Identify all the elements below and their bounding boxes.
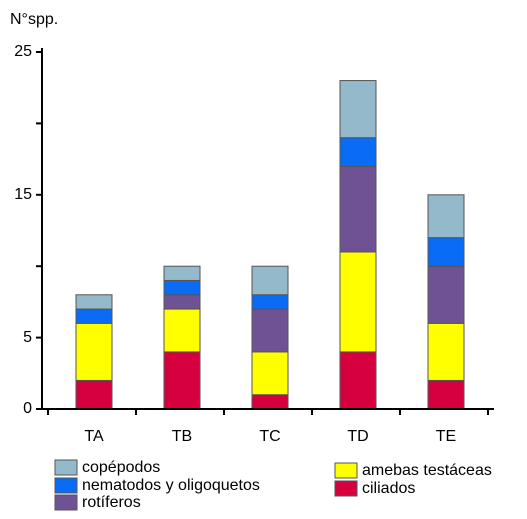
x-tick-label: TC [259, 428, 280, 445]
bar-segment [251, 351, 289, 396]
legend-label: amebas testáceas [362, 462, 492, 479]
bar-segment [427, 265, 465, 324]
y-tick-label: 25 [14, 43, 32, 60]
legend-label: copépodos [82, 459, 160, 476]
y-tick-label: 0 [23, 400, 32, 417]
bar-segment [163, 351, 201, 410]
bar-segment [75, 294, 113, 310]
legend-swatch [334, 480, 358, 497]
legend-swatch [54, 477, 78, 494]
bar-segment [427, 194, 465, 239]
legend-swatch [334, 462, 358, 479]
bar-segment [251, 265, 289, 296]
y-tick-label: 15 [14, 186, 32, 203]
legend-swatch [54, 459, 78, 476]
bar-segment [339, 251, 377, 353]
bar-segment [75, 308, 113, 324]
bar-segment [163, 308, 201, 353]
bar-segment [251, 294, 289, 310]
x-tick-label: TB [172, 428, 192, 445]
bar-segment [163, 265, 201, 281]
x-tick-label: TE [436, 428, 456, 445]
x-tick-label: TD [347, 428, 368, 445]
legend-label: rotíferos [82, 494, 141, 511]
y-tick-label: 5 [23, 329, 32, 346]
legend-label: ciliados [362, 480, 415, 497]
bar-segment [339, 137, 377, 167]
bar-segment [163, 294, 201, 310]
bar-segment [75, 379, 113, 410]
bar-segment [163, 279, 201, 296]
bar-segment [339, 80, 377, 139]
y-axis-label: N°spp. [10, 11, 58, 28]
legend-swatch [54, 494, 78, 511]
bar-segment [251, 394, 289, 410]
bar-segment [75, 322, 113, 381]
bar-segment [251, 308, 289, 353]
bar-segment [427, 379, 465, 410]
bar-segment [339, 351, 377, 410]
bar-segment [427, 322, 465, 381]
bar-segment [339, 165, 377, 253]
bar-segment [427, 237, 465, 267]
legend-label: nematodos y oligoquetos [82, 477, 260, 494]
x-tick-label: TA [84, 428, 104, 445]
